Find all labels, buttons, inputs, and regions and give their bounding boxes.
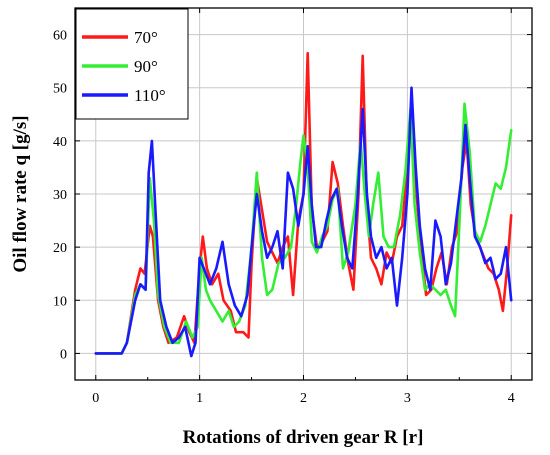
x-tick-label: 4 (508, 391, 515, 406)
series-line-110 (94, 86, 513, 358)
y-tick-label: 20 (53, 241, 67, 256)
y-tick-label: 50 (53, 82, 67, 97)
x-tick-label: 3 (404, 391, 411, 406)
y-tick-label: 0 (60, 347, 67, 362)
legend: 70° 90° 110° (75, 8, 189, 120)
x-tick-label: 0 (92, 391, 99, 406)
series-line-90 (94, 102, 513, 355)
y-tick-label: 60 (53, 29, 67, 44)
legend-label-110: 110° (134, 86, 166, 105)
legend-label-90: 90° (134, 57, 158, 76)
axis-ticks: 0 10 20 30 40 50 60 0 1 2 3 4 (53, 8, 532, 406)
legend-box (75, 8, 189, 120)
y-axis-title: Oil flow rate q [g/s] (10, 115, 31, 272)
x-axis-title: Rotations of driven gear R [r] (183, 427, 424, 448)
y-tick-label: 40 (53, 135, 67, 150)
y-tick-label: 30 (53, 188, 67, 203)
x-tick-label: 1 (196, 391, 203, 406)
series-lines (94, 51, 513, 358)
legend-label-70: 70° (134, 28, 158, 47)
x-tick-label: 2 (300, 391, 307, 406)
y-tick-label: 10 (53, 294, 67, 309)
